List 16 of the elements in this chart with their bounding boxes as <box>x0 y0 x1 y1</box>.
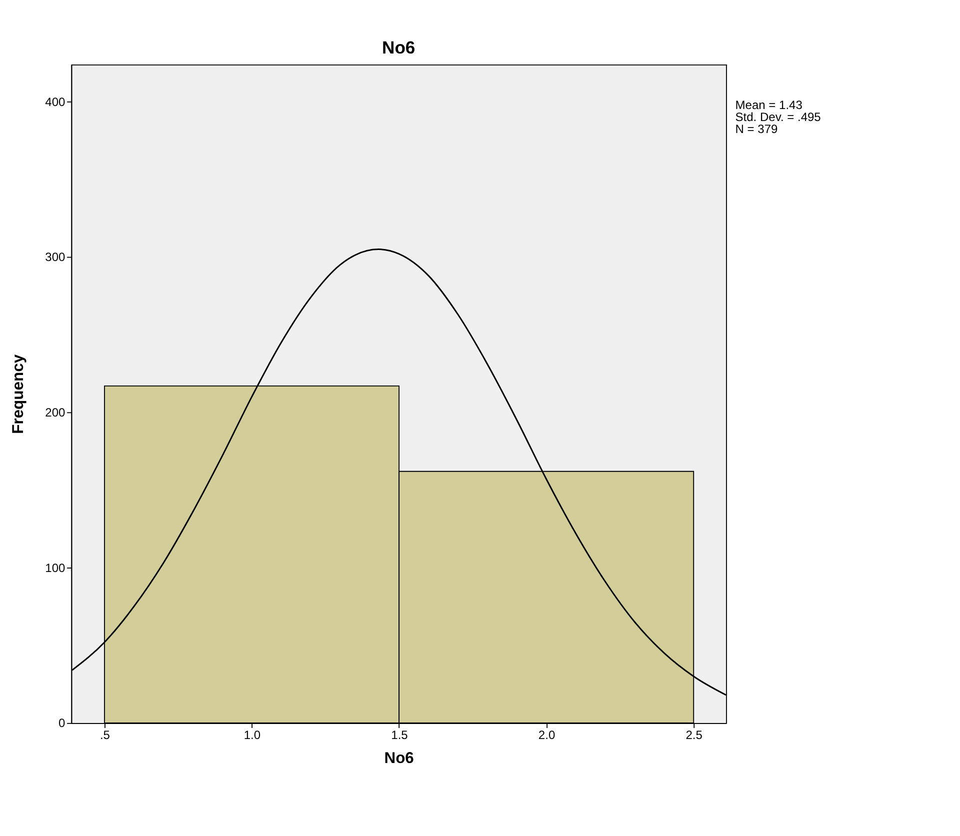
x-tick-label: 1.0 <box>244 728 261 742</box>
text: Std. Dev. = .495 <box>735 110 822 124</box>
y-tick-label: 200 <box>45 406 66 420</box>
y-tick-label: 100 <box>45 560 66 575</box>
x-tick-label: 1.5 <box>391 728 408 742</box>
chart-title: No6 <box>382 37 416 58</box>
x-axis-title: No6 <box>384 750 414 768</box>
text: N = 379 <box>735 122 778 136</box>
x-tick-label: 2.5 <box>686 728 703 742</box>
y-tick-label: 300 <box>45 250 66 264</box>
text: Mean = 1.43 <box>735 98 803 112</box>
y-tick-label: 400 <box>45 94 66 109</box>
y-axis-title: Frequency <box>10 354 27 434</box>
x-tick-label: .5 <box>100 728 110 742</box>
x-tick-label: 2.0 <box>538 728 556 742</box>
y-tick-label: 0 <box>58 716 66 730</box>
